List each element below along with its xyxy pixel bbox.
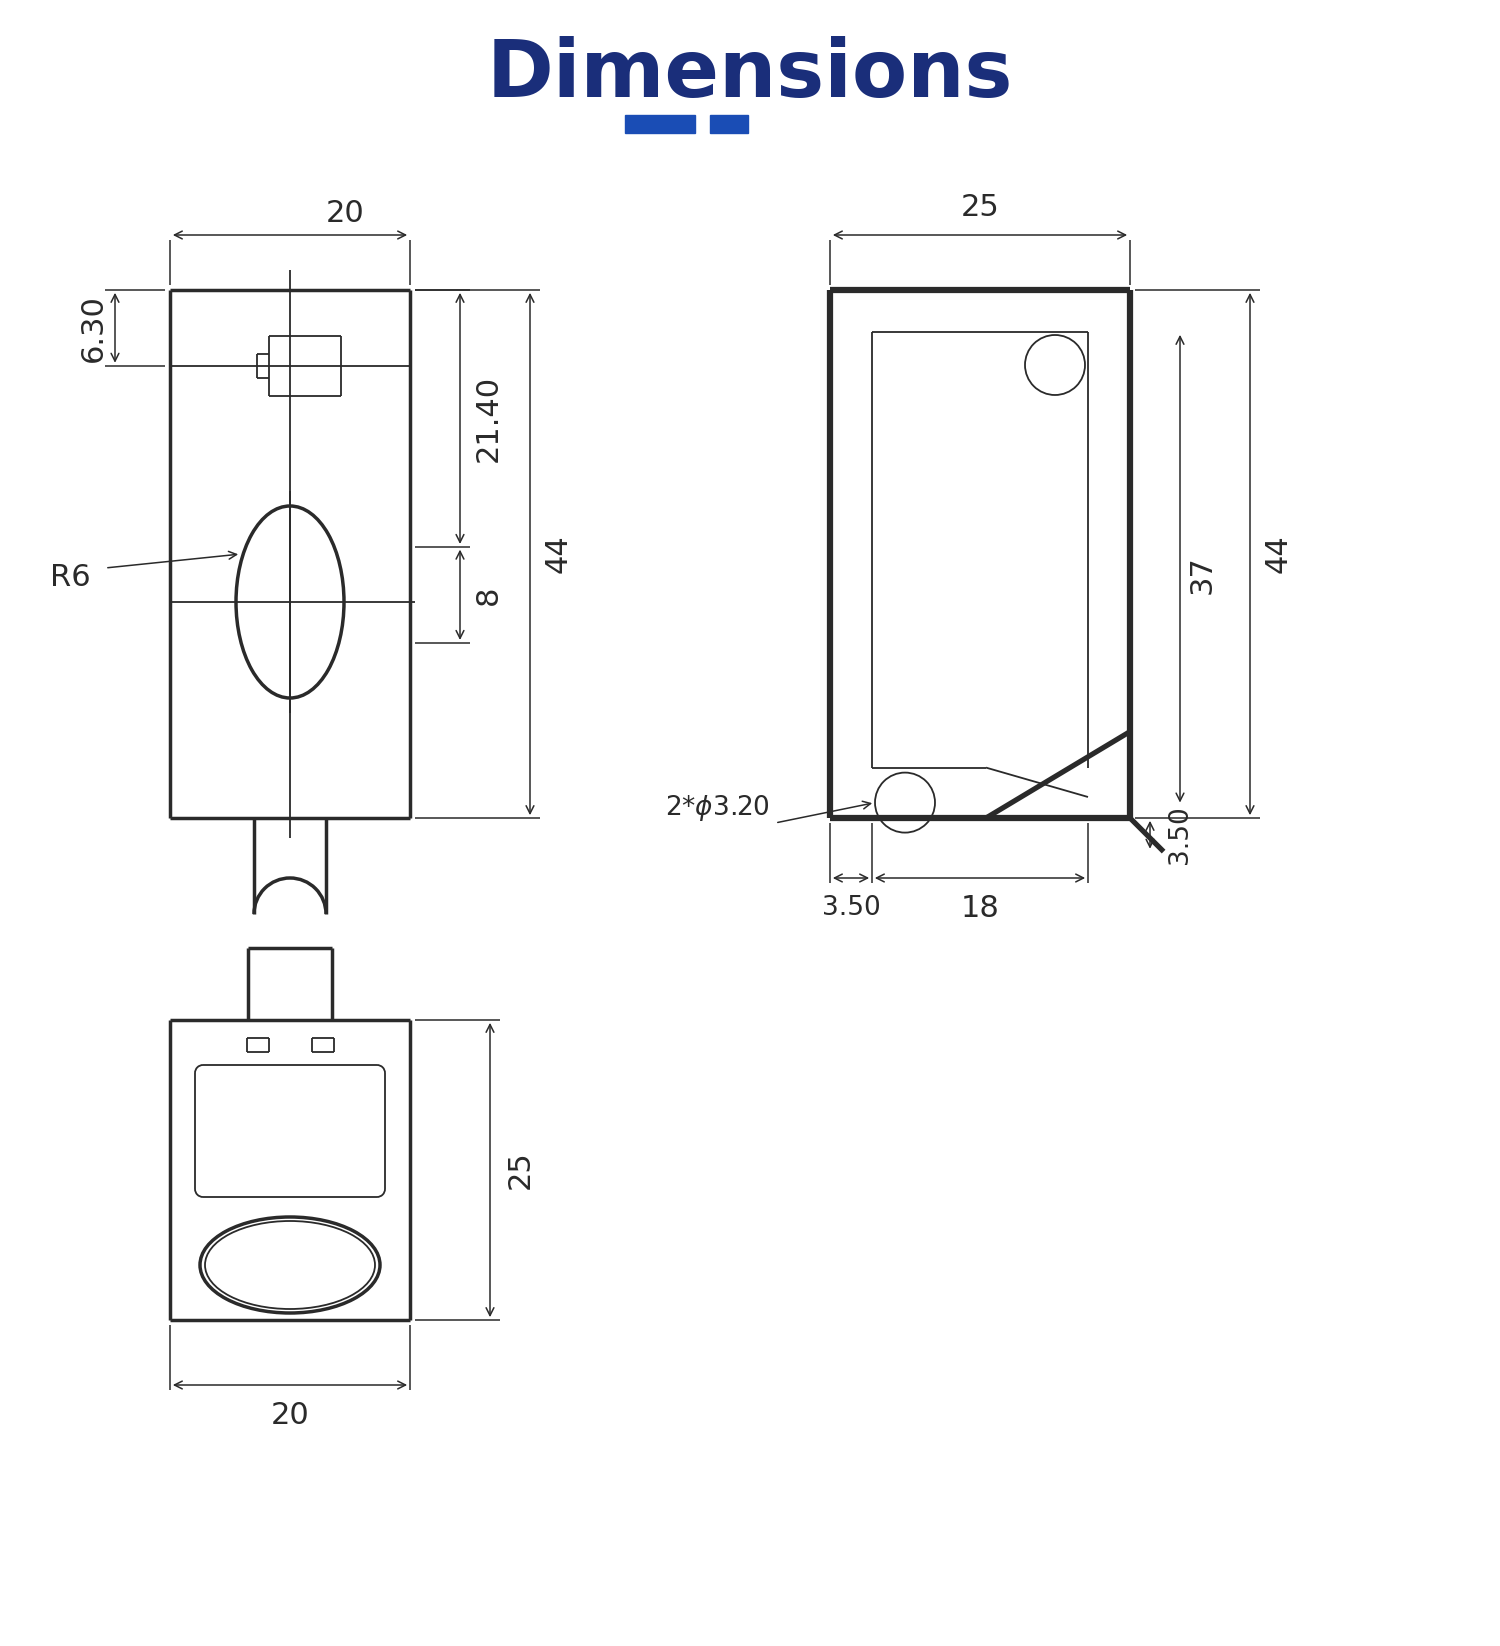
Text: 2*$\phi$3.20: 2*$\phi$3.20: [664, 793, 770, 823]
Text: 21.40: 21.40: [474, 375, 502, 463]
Text: 25: 25: [960, 193, 999, 222]
Text: 20: 20: [270, 1401, 309, 1429]
Text: 44: 44: [543, 535, 573, 573]
Text: Dimensions: Dimensions: [486, 36, 1014, 114]
Bar: [710, 115, 748, 133]
Text: 6.30: 6.30: [78, 295, 108, 362]
Text: 8: 8: [474, 584, 502, 604]
Text: 3.50: 3.50: [822, 895, 880, 922]
Text: 20: 20: [326, 199, 364, 227]
Text: 25: 25: [506, 1151, 534, 1190]
Text: R6: R6: [50, 563, 90, 593]
Bar: [626, 115, 694, 133]
Text: 18: 18: [960, 894, 999, 922]
Text: 44: 44: [1263, 535, 1293, 573]
Text: 3.50: 3.50: [1167, 805, 1192, 864]
Text: 37: 37: [1188, 556, 1216, 594]
